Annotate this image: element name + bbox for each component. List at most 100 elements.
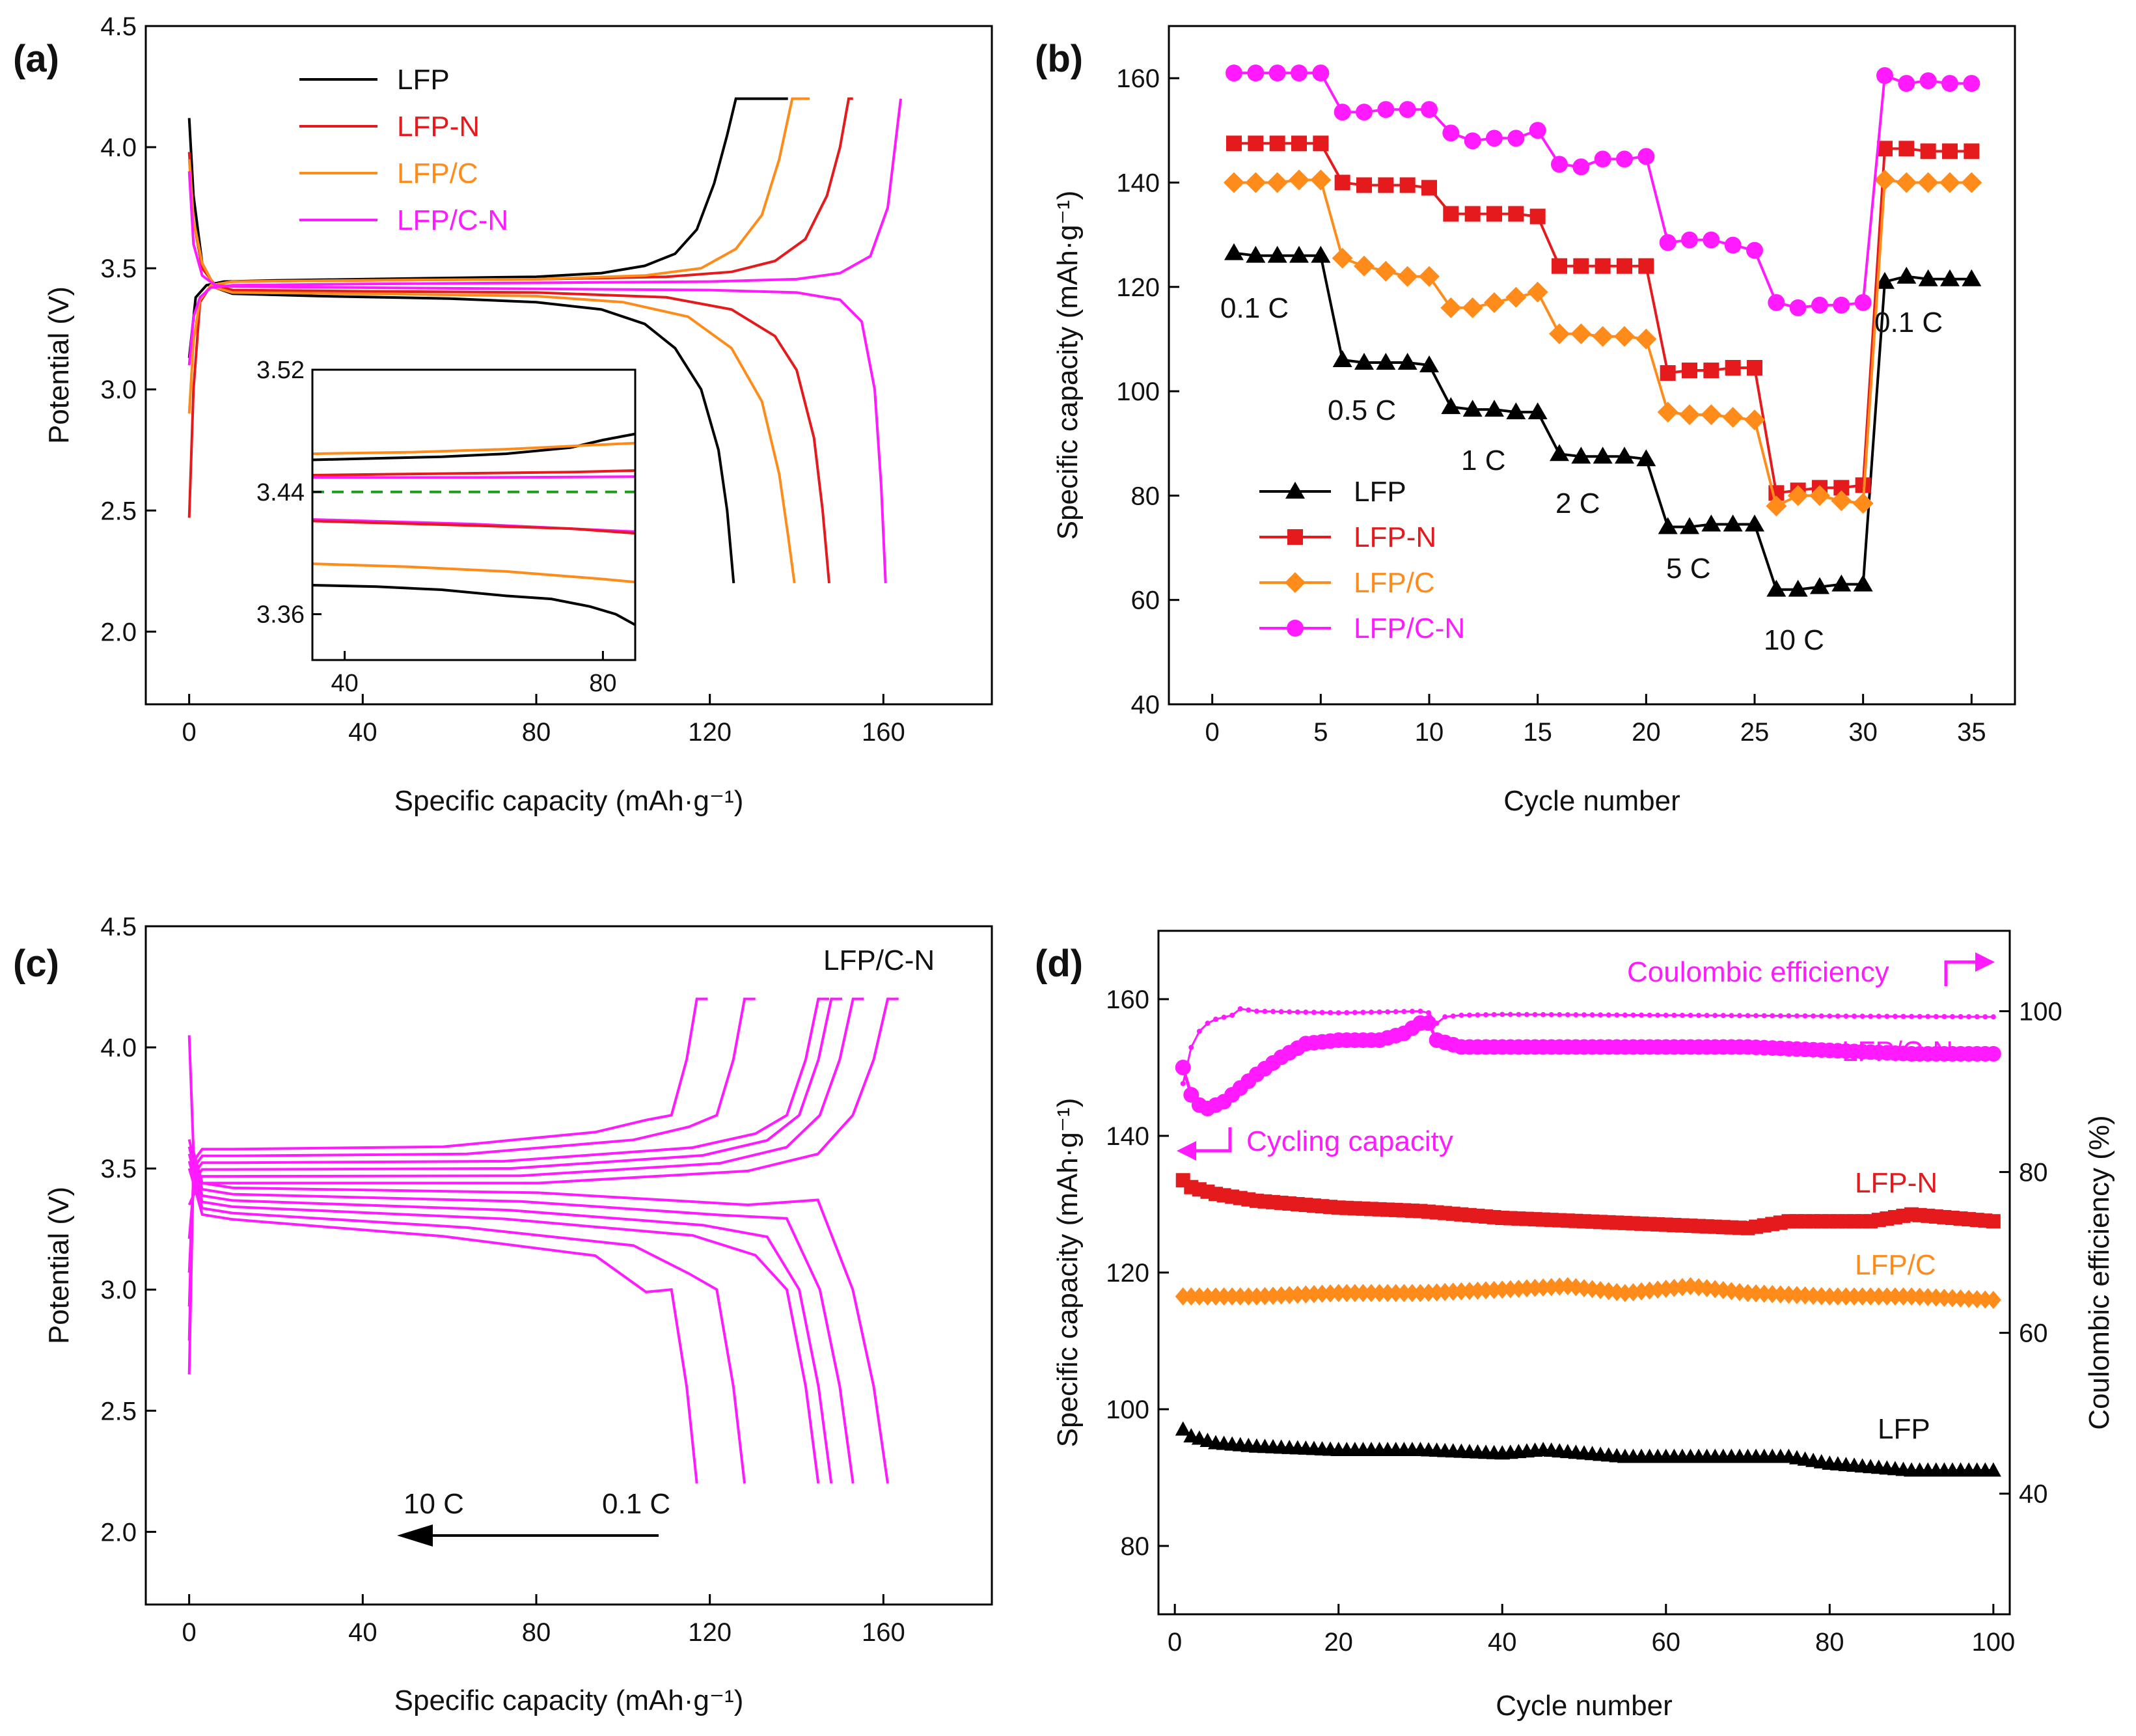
data-point-LFP/C-N bbox=[1421, 101, 1438, 118]
curve-discharge-0.5 C bbox=[187, 1139, 855, 1484]
ce-point bbox=[1229, 1012, 1235, 1018]
x-tick-label: 0 bbox=[182, 1618, 197, 1647]
ce-point bbox=[1524, 1012, 1529, 1017]
rate-label-10C: 10 C bbox=[1764, 624, 1824, 656]
ce-point bbox=[1483, 1012, 1489, 1017]
data-point-LFP/C-N bbox=[1941, 75, 1958, 92]
data-point-LFP/C bbox=[1437, 1282, 1453, 1301]
x-tick-label: 100 bbox=[1971, 1628, 2015, 1657]
data-point-LFP/C bbox=[1265, 1286, 1281, 1305]
series-line-Coulombic efficiency bbox=[1182, 1008, 1993, 1084]
inset-curve-lfpn2 bbox=[312, 519, 636, 535]
panel-d-ylabel-right: Coulombic efficiency (%) bbox=[2083, 1115, 2115, 1429]
data-point-LFP/C bbox=[1412, 1284, 1429, 1302]
data-point-LFP bbox=[1680, 517, 1699, 534]
data-point-LFP/C bbox=[1854, 1287, 1870, 1306]
data-point-LFP-N bbox=[1920, 143, 1936, 159]
ce-point bbox=[1729, 1013, 1734, 1019]
data-point-LFP bbox=[1853, 574, 1873, 592]
data-point-LFP/C-N bbox=[1464, 132, 1481, 150]
data-point-LFP/C bbox=[1281, 1286, 1298, 1304]
rate-label-2C: 2 C bbox=[1555, 488, 1600, 519]
inset-curve-lfpn bbox=[312, 469, 636, 476]
ce-point bbox=[1352, 1010, 1358, 1015]
x-tick-label: 60 bbox=[1652, 1628, 1681, 1657]
data-point-LFP/C bbox=[1879, 1287, 1895, 1306]
panel-c-xlabel: Specific capacity (mAh·g⁻¹) bbox=[394, 1685, 744, 1716]
data-point-LFP bbox=[1376, 352, 1396, 370]
data-point-LFP/C bbox=[1245, 172, 1267, 193]
data-point-LFP-N bbox=[1421, 180, 1437, 196]
data-point-LFP/C bbox=[1518, 1279, 1535, 1298]
ce-point bbox=[1466, 1012, 1472, 1018]
data-point-LFP/C-N bbox=[1247, 64, 1265, 82]
data-point-LFP bbox=[1289, 245, 1309, 263]
panel-b-ylabel: Specific capacity (mAh·g⁻¹) bbox=[1052, 191, 1084, 540]
data-point-LFP/C bbox=[1419, 266, 1440, 287]
data-point-LFP/C-N bbox=[1529, 122, 1546, 139]
data-point-LFP-N bbox=[1226, 135, 1242, 152]
data-point-LFP bbox=[1788, 579, 1808, 597]
panel-b-xlabel: Cycle number bbox=[1503, 785, 1680, 817]
x-tick-label: 0 bbox=[1205, 718, 1220, 747]
ce-point bbox=[1802, 1013, 1808, 1019]
ce-point bbox=[1581, 1012, 1587, 1018]
inset-curve-lfpcn bbox=[312, 475, 636, 479]
inset-curve-lfpc2 bbox=[312, 562, 636, 584]
ce-point bbox=[1598, 1012, 1604, 1018]
ce-point bbox=[1507, 1012, 1513, 1017]
ce-point bbox=[1811, 1013, 1816, 1019]
data-point-LFP/C bbox=[1371, 1284, 1388, 1302]
panel-d-ylabel: Specific capacity (mAh·g⁻¹) bbox=[1052, 1098, 1084, 1448]
data-point-LFP-N bbox=[1486, 206, 1502, 222]
data-point-LFP/C bbox=[1829, 1287, 1846, 1306]
data-point-LFP-N bbox=[1660, 365, 1676, 381]
data-point-LFP/C bbox=[1347, 1284, 1363, 1302]
data-point-LFP/C bbox=[1224, 1287, 1240, 1306]
data-point-LFP/C-N bbox=[1659, 234, 1677, 251]
ce-point bbox=[1205, 1021, 1211, 1026]
data-point-LFP-N bbox=[1703, 363, 1719, 379]
legend-b-lfpn-label: LFP-N bbox=[1354, 521, 1436, 553]
ce-point bbox=[1557, 1012, 1563, 1017]
ce-point bbox=[1770, 1013, 1775, 1019]
data-point-LFP/C bbox=[1764, 1285, 1781, 1304]
data-point-LFP/C bbox=[1896, 172, 1917, 193]
data-point-LFP/C bbox=[1298, 1285, 1314, 1304]
x-tick-label: 0 bbox=[182, 718, 197, 747]
ce-point bbox=[1777, 1013, 1783, 1019]
x-tick-label: 20 bbox=[1632, 718, 1661, 747]
ce-point bbox=[1761, 1013, 1767, 1019]
data-point-LFP/C-N bbox=[1746, 241, 1763, 259]
data-point-LFP/C bbox=[1756, 1284, 1772, 1303]
y-tick-label: 2.5 bbox=[100, 497, 137, 525]
rate-label-5C: 5 C bbox=[1666, 553, 1710, 585]
ce-point bbox=[1630, 1012, 1636, 1018]
x-tick-label: 120 bbox=[688, 718, 732, 747]
label-d-lfp: LFP bbox=[1878, 1413, 1930, 1445]
data-point-LFP bbox=[1615, 447, 1634, 464]
data-point-LFP/C bbox=[1535, 1278, 1552, 1297]
inset-x-tick-label: 40 bbox=[331, 670, 358, 697]
data-point-LFP/C-N bbox=[1334, 103, 1351, 121]
curve-lfpcn-charge bbox=[187, 98, 902, 366]
data-point-LFP/C bbox=[1380, 1284, 1396, 1302]
data-point-LFP/C bbox=[1813, 1287, 1829, 1306]
data-point-LFP-N bbox=[1378, 177, 1394, 193]
data-point-LFP/C bbox=[1445, 1282, 1461, 1301]
data-point-LFP/C-N bbox=[1356, 103, 1373, 121]
data-point-LFP/C-N bbox=[1442, 124, 1460, 142]
data-point-LFP/C-N bbox=[1898, 75, 1915, 92]
data-point-LFP bbox=[1658, 517, 1678, 534]
y2-tick-label: 100 bbox=[2019, 998, 2062, 1026]
ce-point bbox=[1794, 1013, 1800, 1019]
panel-label-c: (c) bbox=[13, 943, 59, 985]
data-point-LFP/C bbox=[1484, 292, 1505, 313]
data-point-LFP bbox=[1766, 579, 1787, 597]
data-point-LFP/C-N bbox=[1963, 75, 1980, 92]
inset-y-tick-label: 3.44 bbox=[256, 479, 305, 506]
ce-point bbox=[1688, 1012, 1693, 1018]
y-tick-label: 140 bbox=[1106, 1122, 1149, 1151]
ce-point bbox=[1450, 1013, 1456, 1019]
ce-point bbox=[1606, 1012, 1611, 1018]
